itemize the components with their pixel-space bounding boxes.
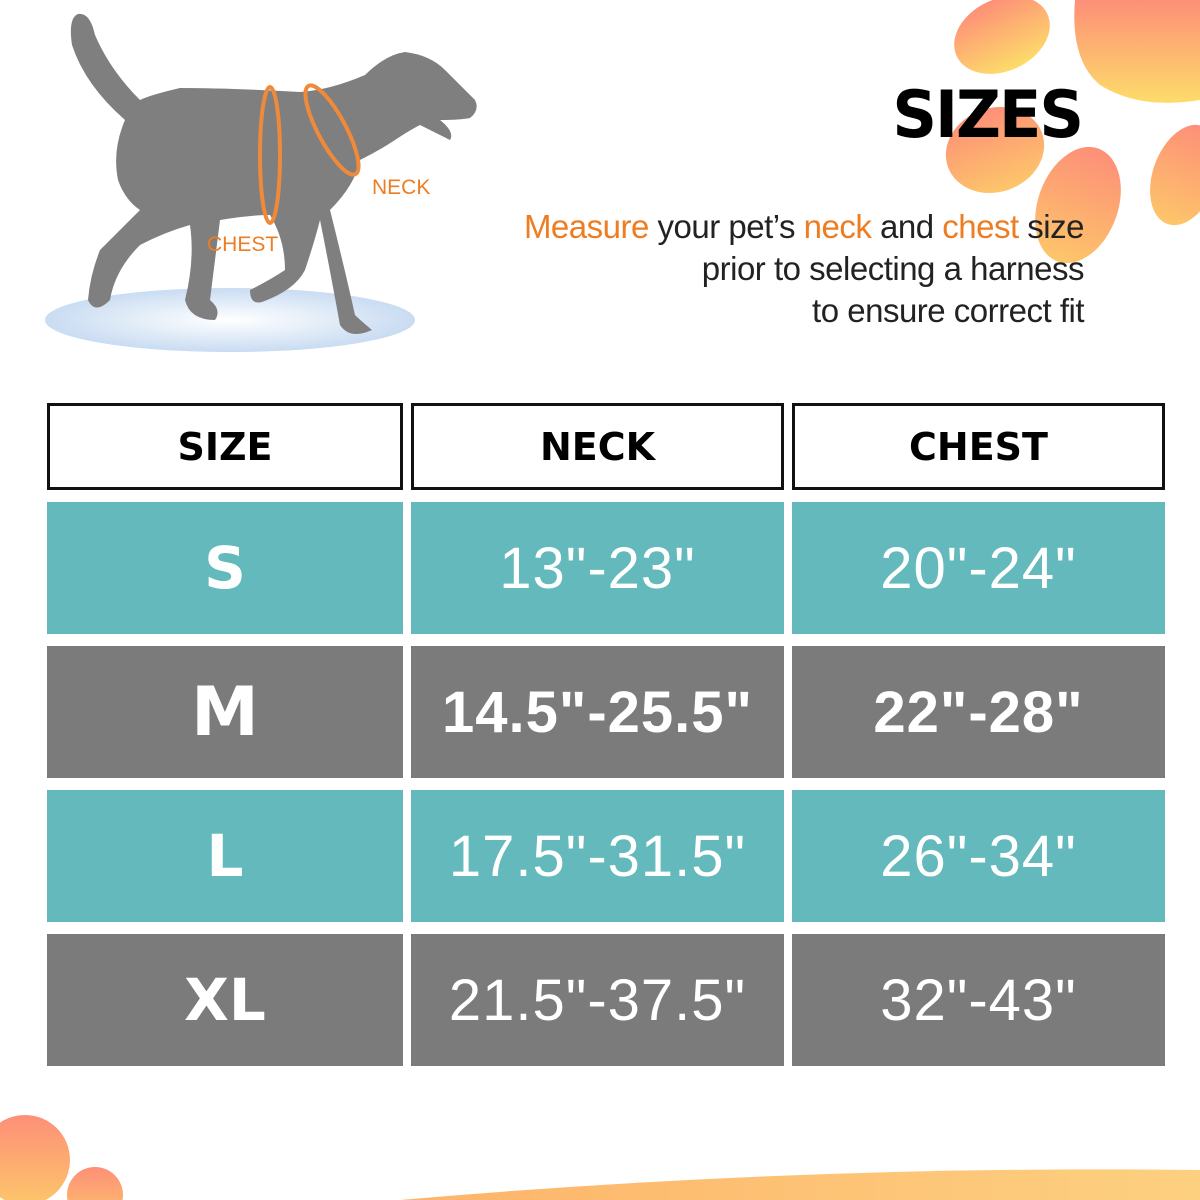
chest-cell: 32"-43" <box>792 934 1165 1066</box>
size-cell: S <box>47 502 403 634</box>
chest-label: CHEST <box>207 233 279 256</box>
tagline-text: and <box>871 208 943 245</box>
neck-label: NECK <box>372 176 431 199</box>
measurement-rings <box>258 83 361 225</box>
tagline-line-3: to ensure correct fit <box>812 292 1084 329</box>
page-title: SIZES <box>892 76 1084 153</box>
paw-print-icon <box>945 0 1200 264</box>
bottom-wave <box>400 1169 1200 1200</box>
chest-cell: 20"-24" <box>792 502 1165 634</box>
dog-silhouette-icon <box>70 13 477 335</box>
neck-cell: 14.5"-25.5" <box>411 646 784 778</box>
chest-cell: 22"-28" <box>792 646 1165 778</box>
tagline-line-2: prior to selecting a harness <box>701 250 1085 287</box>
tagline-line-1: Measure your pet’s neck and chest size <box>523 206 1085 248</box>
neck-cell: 17.5"-31.5" <box>411 790 784 922</box>
neck-cell: 21.5"-37.5" <box>411 934 784 1066</box>
tagline-text: your pet’s <box>648 208 804 245</box>
neck-ring <box>303 83 361 177</box>
size-cell: XL <box>47 934 403 1066</box>
tagline-highlight: Measure <box>523 208 649 245</box>
tagline: Measure your pet’s neck and chest size p… <box>523 206 1085 332</box>
column-header-chest: CHEST <box>792 403 1165 490</box>
chest-ring <box>258 85 282 225</box>
size-cell: M <box>47 646 403 778</box>
column-header-neck: NECK <box>411 403 784 490</box>
tagline-text: size <box>1018 208 1084 245</box>
tagline-highlight: neck <box>803 208 872 245</box>
column-header-size: SIZE <box>47 403 403 490</box>
tagline-highlight: chest <box>942 208 1019 245</box>
dog-shadow <box>45 288 415 352</box>
size-cell: L <box>47 790 403 922</box>
paw-print-corner-icon <box>0 1115 123 1200</box>
chest-cell: 26"-34" <box>792 790 1165 922</box>
neck-cell: 13"-23" <box>411 502 784 634</box>
